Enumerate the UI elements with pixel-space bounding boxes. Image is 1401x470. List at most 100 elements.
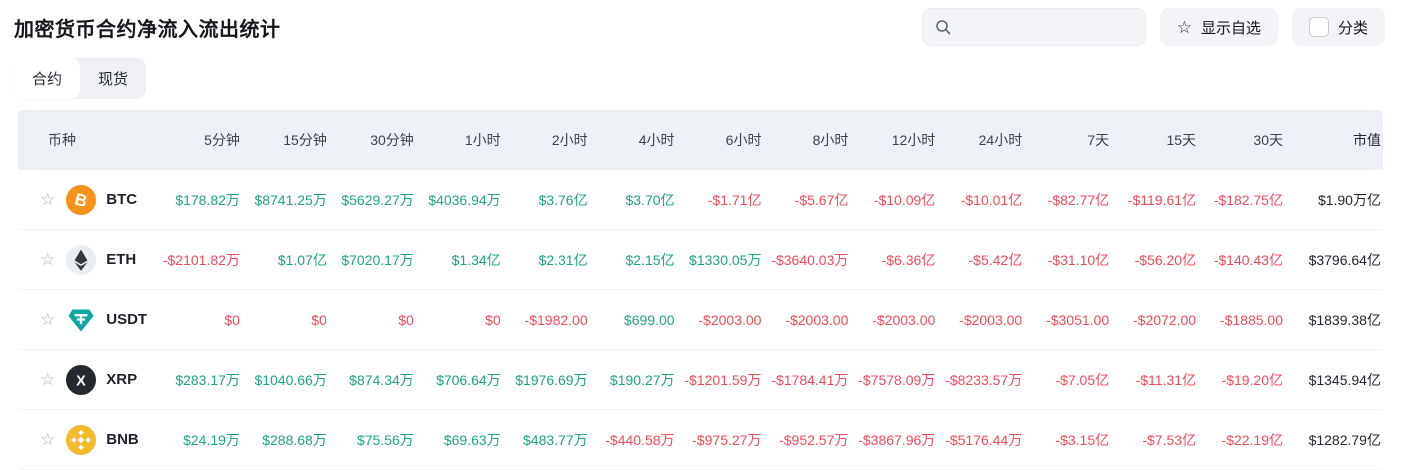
flow-value-cell: -$6.36亿 — [881, 251, 936, 268]
tabs: 合约 现货 — [14, 58, 147, 99]
tab-contract[interactable]: 合约 — [14, 58, 81, 99]
table-row-eth[interactable]: ☆ ETH -$2101.82万 $1.07亿 $7020.17万 $1.34亿 $2.… — [18, 230, 1383, 290]
market-cap-cell: $1.90万亿 — [1317, 191, 1381, 208]
show-favorites-button[interactable]: ☆ 显示自选 — [1159, 8, 1278, 46]
column-header: 6小时 — [725, 132, 762, 148]
table-row-xrp[interactable]: ☆ X XRP $283.17万 $1040.66万 $874.34万 $706.64… — [18, 350, 1383, 410]
flow-value-cell: -$56.20亿 — [1134, 251, 1197, 268]
flow-value-cell: -$2101.82万 — [162, 251, 240, 268]
flow-value-cell: $0 — [485, 311, 501, 328]
flow-value-cell: -$1784.41万 — [771, 371, 849, 388]
flow-value-cell: -$7578.09万 — [858, 371, 936, 388]
flow-value-cell: $1.34亿 — [451, 251, 501, 268]
market-cap-cell: $1839.38亿 — [1308, 311, 1381, 328]
flow-value-cell: $1040.66万 — [254, 371, 327, 388]
flow-value-cell: -$7.05亿 — [1055, 371, 1110, 388]
flow-value-cell: -$3867.96万 — [858, 431, 936, 448]
favorite-star-icon[interactable]: ☆ — [40, 370, 56, 389]
tab-spot[interactable]: 现货 — [80, 58, 146, 99]
tab-label: 现货 — [98, 71, 129, 88]
flow-value-cell: -$182.75亿 — [1213, 191, 1283, 208]
flow-value-cell: $483.77万 — [523, 431, 588, 448]
flow-value-cell: -$8233.57万 — [945, 371, 1023, 388]
flow-value-cell: $2.15亿 — [625, 251, 675, 268]
flow-value-cell: -$1.71亿 — [707, 191, 762, 208]
favorite-star-icon[interactable]: ☆ — [40, 310, 56, 329]
svg-text:X: X — [76, 373, 86, 389]
column-header: 15分钟 — [283, 132, 327, 148]
coin-symbol: XRP — [106, 371, 138, 388]
flow-value-cell: $874.34万 — [349, 371, 414, 388]
column-header: 12小时 — [891, 132, 936, 148]
flow-value-cell: -$2003.00 — [785, 311, 849, 328]
show-favorites-label: 显示自选 — [1200, 19, 1261, 37]
flow-value-cell: -$1201.59万 — [684, 371, 762, 388]
coin-cell: ☆ B BTC — [18, 184, 153, 215]
column-header: 币种 — [48, 132, 76, 148]
column-header: 30分钟 — [370, 132, 414, 148]
column-header: 2小时 — [551, 132, 588, 148]
flow-value-cell: -$5.67亿 — [794, 191, 849, 208]
column-header: 1小时 — [464, 132, 501, 148]
flow-value-cell: -$1885.00 — [1219, 311, 1283, 328]
page-title: 加密货币合约净流入流出统计 — [14, 18, 281, 41]
flow-value-cell: $699.00 — [623, 311, 675, 328]
table-header: 币种 5分钟 15分钟 30分钟 1小时 2小时 4小时 6小时 8小时 12小时 24小时 7天 15… — [18, 110, 1383, 170]
flow-value-cell: $69.63万 — [443, 431, 501, 448]
column-header: 30天 — [1253, 132, 1283, 148]
flow-value-cell: -$975.27万 — [692, 431, 762, 448]
flow-value-cell: -$2003.00 — [872, 311, 936, 328]
column-header: 24小时 — [978, 132, 1023, 148]
search-input[interactable] — [958, 18, 1133, 36]
flow-value-cell: $3.70亿 — [625, 191, 675, 208]
search-box[interactable] — [921, 8, 1146, 46]
xrp-coin-icon: X — [66, 364, 97, 395]
eth-coin-icon — [66, 244, 97, 275]
flow-value-cell: -$3051.00 — [1046, 311, 1110, 328]
flow-value-cell: $4036.94万 — [428, 191, 501, 208]
flow-value-cell: -$82.77亿 — [1047, 191, 1110, 208]
flow-value-cell: -$2003.00 — [959, 311, 1023, 328]
flow-value-cell: -$3640.03万 — [771, 251, 849, 268]
bnb-coin-icon — [66, 424, 97, 455]
table-row-btc[interactable]: ☆ B BTC $178.82万 $8741.25万 $5629.27万 $4036.… — [18, 170, 1383, 230]
flow-value-cell: -$1982.00 — [524, 311, 588, 328]
btc-coin-icon: B — [66, 184, 97, 215]
flow-value-cell: -$2003.00 — [698, 311, 762, 328]
crypto-flow-table: 币种 5分钟 15分钟 30分钟 1小时 2小时 4小时 6小时 8小时 12小时 24小时 7天 15… — [18, 110, 1383, 470]
flow-value-cell: $5629.27万 — [341, 191, 414, 208]
column-header: 5分钟 — [204, 132, 240, 148]
flow-value-cell: $288.68万 — [262, 431, 327, 448]
flow-value-cell: $283.17万 — [175, 371, 240, 388]
coin-symbol: ETH — [106, 251, 137, 268]
topbar: 加密货币合约净流入流出统计 ☆ 显示自选 分类 — [0, 0, 1401, 48]
favorite-star-icon[interactable]: ☆ — [40, 250, 56, 269]
flow-value-cell: $1330.05万 — [689, 251, 762, 268]
favorite-star-icon[interactable]: ☆ — [40, 430, 56, 449]
flow-value-cell: -$5176.44万 — [945, 431, 1023, 448]
flow-value-cell: -$3.15亿 — [1055, 431, 1110, 448]
flow-value-cell: -$31.10亿 — [1047, 251, 1110, 268]
flow-value-cell: $1976.69万 — [515, 371, 588, 388]
flow-value-cell: $0 — [224, 311, 240, 328]
coin-symbol: BNB — [106, 431, 139, 448]
table-row-usdt[interactable]: ☆ USDT $0 $0 $0 $0 -$1982.00 $699.00 -$2003.00… — [18, 290, 1383, 350]
flow-value-cell: $3.76亿 — [538, 191, 588, 208]
market-cap-cell: $1282.79亿 — [1308, 431, 1381, 448]
flow-value-cell: $2.31亿 — [538, 251, 588, 268]
coin-symbol: BTC — [106, 191, 138, 208]
coin-cell: ☆ USDT — [18, 305, 153, 335]
flow-value-cell: $8741.25万 — [254, 191, 327, 208]
checkbox-unchecked-icon[interactable] — [1308, 17, 1329, 37]
category-toggle-button[interactable]: 分类 — [1291, 8, 1385, 46]
column-header: 7天 — [1087, 132, 1110, 148]
column-header: 市值 — [1352, 132, 1381, 148]
svg-text:B: B — [73, 189, 89, 210]
flow-value-cell: -$440.58万 — [605, 431, 675, 448]
flow-value-cell: -$2072.00 — [1133, 311, 1197, 328]
flow-value-cell: -$19.20亿 — [1221, 371, 1283, 388]
favorite-star-icon[interactable]: ☆ — [40, 190, 56, 209]
table-row-bnb[interactable]: ☆ BNB $24.19万 $288.68万 $75.56万 $69.63万 $483.… — [18, 410, 1383, 470]
flow-value-cell: -$22.19亿 — [1221, 431, 1283, 448]
flow-value-cell: -$10.09亿 — [873, 191, 936, 208]
